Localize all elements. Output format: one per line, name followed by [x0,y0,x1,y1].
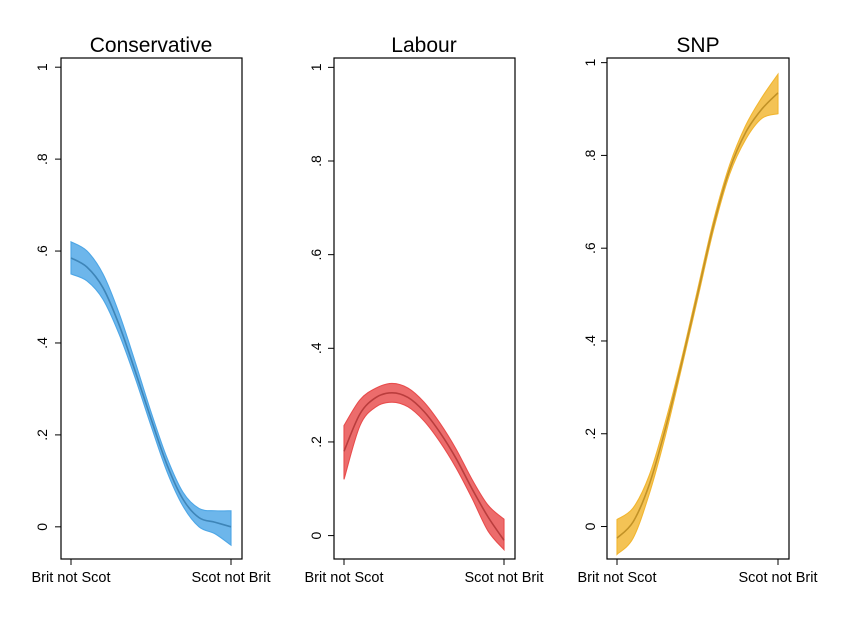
y-tick-label: .2 [308,436,324,448]
y-tick-label: .8 [582,149,598,161]
y-tick-label: 1 [34,63,50,71]
y-tick-label: 0 [582,522,598,530]
y-tick-label: .2 [34,429,50,441]
fitted-line [616,92,779,539]
confidence-band [343,382,505,552]
y-tick-label: 1 [582,59,598,67]
plot-frame [60,57,243,560]
panel-conservative: Conservative 0 .2 .4 .6 .8 1 Brit not Scot Scot … [32,34,271,586]
x-tick-label: Scot not Brit [465,570,544,586]
panel-title: SNP [676,34,719,57]
fitted-line [70,257,232,528]
y-tick-label: .8 [34,153,50,165]
panel-title: Conservative [90,34,213,57]
x-tick-label: Scot not Brit [739,570,818,586]
y-tick-label: 0 [308,531,324,539]
y-tick-label: 1 [308,63,324,71]
plot-frame [333,57,516,560]
y-tick-label: .6 [34,245,50,257]
y-tick-label: .4 [34,337,50,349]
y-tick-label: .4 [308,342,324,354]
y-tick-label: .4 [582,335,598,347]
x-tick-label: Brit not Scot [578,570,657,586]
confidence-band [616,72,779,556]
y-tick-label: .2 [582,428,598,440]
plot-frame [606,57,790,560]
x-tick-label: Scot not Brit [192,570,271,586]
y-tick-label: .6 [582,242,598,254]
y-tick-label: 0 [34,523,50,531]
y-tick-label: .8 [308,155,324,167]
panel-snp: SNP 0 .2 .4 .6 .8 1 Brit not Scot Scot not Brit [578,34,818,586]
y-tick-label: .6 [308,249,324,261]
x-tick-label: Brit not Scot [305,570,384,586]
x-tick-label: Brit not Scot [32,570,111,586]
fitted-line [343,391,505,541]
panel-labour: Labour 0 .2 .4 .6 .8 1 Brit not Scot Scot not Br… [305,34,544,586]
confidence-band [70,240,232,547]
panel-title: Labour [391,34,456,57]
